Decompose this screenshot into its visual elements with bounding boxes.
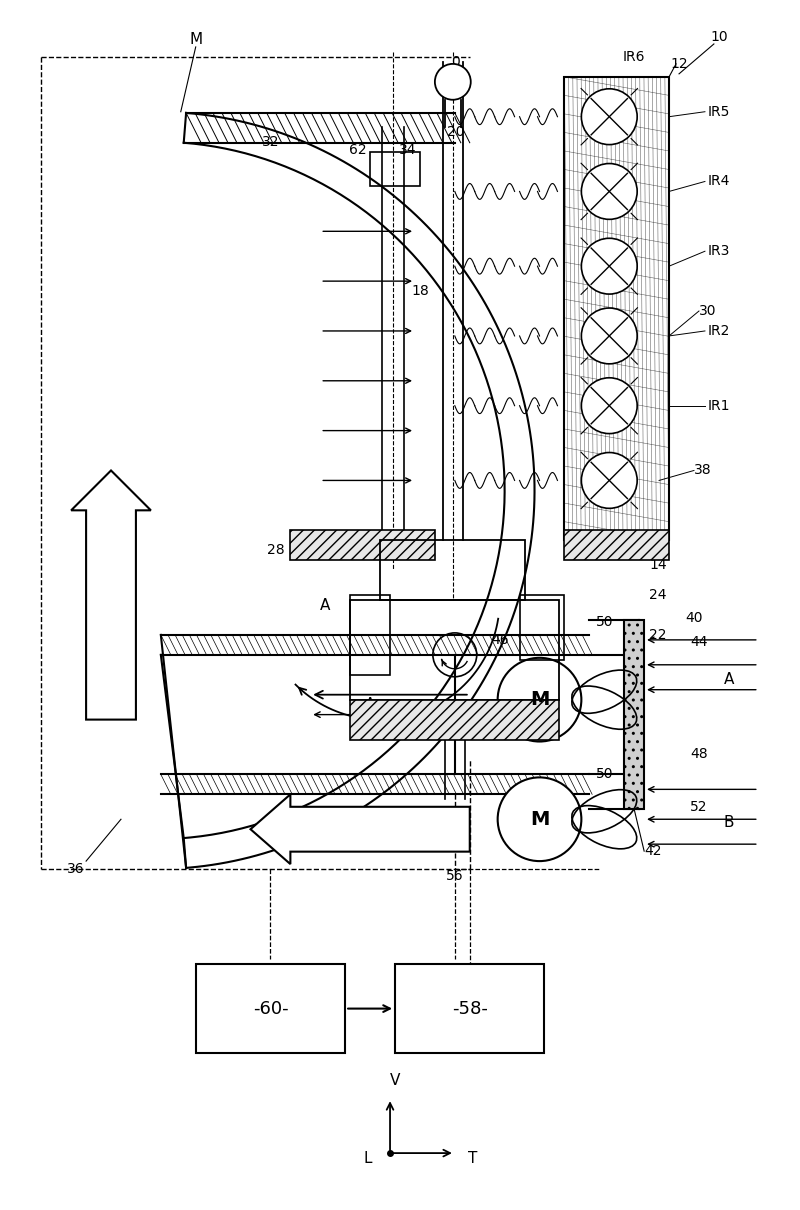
Bar: [350, 595, 390, 675]
Circle shape: [498, 777, 582, 862]
Text: 18: 18: [411, 284, 429, 298]
Text: 46: 46: [491, 633, 509, 647]
Bar: [624, 620, 644, 809]
Text: M: M: [189, 33, 202, 47]
Text: 10: 10: [710, 30, 728, 44]
Circle shape: [498, 658, 582, 742]
Bar: [519, 595, 565, 659]
Bar: [380, 540, 525, 600]
Bar: [370, 151, 420, 186]
Text: M: M: [530, 809, 550, 829]
Text: 28: 28: [266, 543, 284, 557]
Text: B: B: [86, 522, 97, 540]
Text: 50: 50: [595, 767, 613, 782]
Bar: [290, 530, 435, 560]
Bar: [350, 600, 559, 699]
Text: B: B: [724, 814, 734, 830]
Text: 42: 42: [644, 845, 662, 858]
Text: 56: 56: [446, 869, 464, 883]
Circle shape: [582, 309, 637, 364]
Circle shape: [582, 378, 637, 433]
FancyArrow shape: [71, 471, 151, 720]
Text: -60-: -60-: [253, 999, 288, 1018]
Text: IR4: IR4: [708, 174, 730, 189]
Text: 40: 40: [686, 611, 702, 624]
Text: 62: 62: [350, 143, 367, 156]
Text: A: A: [320, 598, 330, 612]
Text: 22: 22: [649, 628, 666, 641]
Text: IR2: IR2: [708, 324, 730, 338]
Text: -58-: -58-: [452, 999, 488, 1018]
Text: T: T: [468, 1151, 477, 1165]
Text: 0: 0: [451, 54, 460, 69]
Bar: [395, 963, 545, 1054]
Text: IR6: IR6: [623, 50, 646, 64]
FancyArrow shape: [250, 794, 470, 864]
Bar: [196, 963, 345, 1054]
Text: B: B: [365, 822, 375, 837]
Circle shape: [582, 88, 637, 145]
Text: 36: 36: [67, 862, 85, 876]
Text: 38: 38: [694, 463, 712, 478]
Text: L: L: [363, 1151, 372, 1165]
Circle shape: [582, 163, 637, 219]
Text: 30: 30: [699, 304, 717, 318]
Text: 44: 44: [690, 635, 708, 649]
Text: 24: 24: [649, 588, 666, 603]
Text: 12: 12: [670, 57, 688, 71]
Text: A: A: [724, 673, 734, 687]
Text: 50: 50: [595, 615, 613, 629]
Text: M: M: [530, 690, 550, 709]
Text: 52: 52: [690, 800, 708, 814]
Text: 34: 34: [399, 143, 417, 156]
Circle shape: [435, 64, 470, 99]
Text: 14: 14: [649, 558, 666, 572]
Bar: [350, 699, 559, 739]
Text: V: V: [390, 1073, 400, 1088]
Text: IR5: IR5: [708, 105, 730, 119]
Bar: [565, 530, 669, 560]
Text: 28: 28: [595, 543, 613, 557]
Text: 54: 54: [521, 847, 538, 862]
Text: 32: 32: [262, 134, 279, 149]
Text: 20: 20: [447, 125, 465, 139]
Circle shape: [582, 453, 637, 508]
Circle shape: [582, 238, 637, 294]
Text: IR3: IR3: [708, 244, 730, 258]
Text: IR1: IR1: [708, 398, 730, 413]
Bar: [565, 77, 669, 540]
Text: A: A: [365, 697, 375, 713]
Text: 48: 48: [690, 748, 708, 761]
